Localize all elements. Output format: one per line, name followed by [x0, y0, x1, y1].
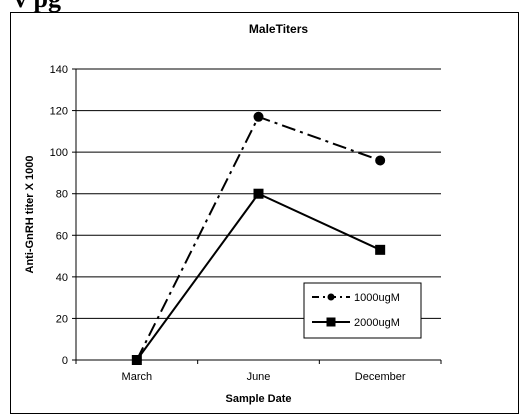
series-layer [131, 111, 386, 365]
legend-box [303, 282, 422, 339]
x-axis-title: Sample Date [225, 393, 291, 405]
chart-title: MaleTiters [249, 22, 308, 36]
y-tick-label: 120 [50, 106, 68, 118]
circle-marker [253, 111, 264, 122]
y-tick-label: 20 [56, 313, 68, 325]
chart-frame: MaleTiters 0 20 40 60 80 100 120 140 March June De… [10, 12, 519, 414]
square-marker [131, 355, 142, 365]
line-chart: MaleTiters 0 20 40 60 80 100 120 140 March June De… [24, 22, 442, 405]
square-marker [253, 188, 264, 199]
legend-label: 1000ugM [354, 292, 400, 304]
legend-label: 2000ugM [354, 317, 400, 329]
x-tick-label: March [122, 371, 153, 383]
legend-circle-marker [327, 293, 335, 301]
legend: 1000ugM 2000ugM [303, 282, 422, 339]
y-tick-label: 60 [56, 230, 68, 242]
circle-marker [375, 155, 386, 166]
series-2000ugM [131, 188, 386, 365]
y-axis-title: Anti-GnRH titer X 1000 [24, 156, 36, 274]
axes: 0 20 40 60 80 100 120 140 March June December [50, 64, 442, 383]
page-top-text: v pg [0, 0, 520, 14]
square-marker [375, 244, 386, 255]
x-tick-label: June [247, 371, 271, 383]
y-tick-label: 100 [50, 147, 68, 159]
x-tick-label: December [355, 371, 406, 383]
y-tick-label: 80 [56, 189, 68, 201]
legend-square-marker [326, 317, 336, 327]
y-tick-label: 0 [62, 355, 68, 367]
y-tick-label: 40 [56, 272, 68, 284]
y-tick-label: 140 [50, 64, 68, 76]
